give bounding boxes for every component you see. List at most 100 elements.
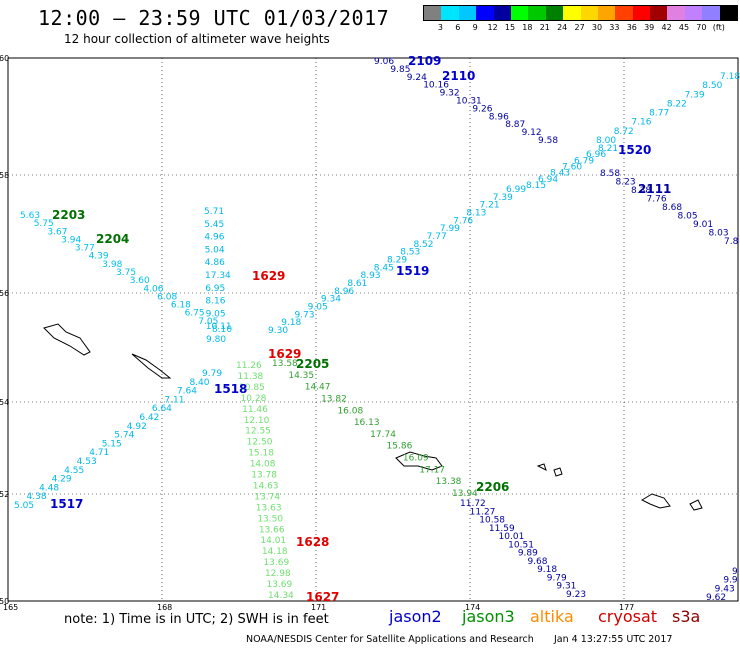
wave-value-2109: 9.24 <box>407 73 427 83</box>
legend-swatch <box>545 6 564 20</box>
wave-value-mid: 13.74 <box>254 492 280 502</box>
legend-swatch <box>493 6 511 20</box>
legend-cryosat: cryosat <box>598 607 658 626</box>
wave-value-2205: 13.94 <box>452 489 478 499</box>
wave-value-2203: 6.18 <box>171 301 191 311</box>
wave-value-1518: 4.71 <box>89 448 109 458</box>
wave-value-2205: 13.58 <box>272 359 298 369</box>
legend-altika: altika <box>530 607 574 626</box>
legend-label: 24 <box>557 23 568 32</box>
track-id-label: 2110 <box>442 69 475 83</box>
wave-value-2111: 7.8 <box>724 237 739 247</box>
wave-value-1629n: 10.11 <box>206 322 232 332</box>
wave-value-2109: 9.32 <box>440 89 460 99</box>
legend-label: 39 <box>644 23 655 32</box>
wave-value-2206: 9.23 <box>566 590 586 600</box>
wave-value-1629n: 4.96 <box>204 233 224 243</box>
legend-swatch <box>424 6 442 20</box>
wave-value-1519: 7.77 <box>427 232 447 242</box>
legend-swatch <box>528 6 546 20</box>
lat-tick-label: 56 <box>0 289 9 298</box>
legend-swatch <box>702 6 720 20</box>
wave-value-2111: 8.23 <box>616 178 636 188</box>
wave-value-2203: 3.60 <box>130 276 150 286</box>
wave-value-2203: 4.39 <box>89 252 109 262</box>
coastline <box>131 353 172 379</box>
wave-value-mid: 12.55 <box>245 427 271 437</box>
track-id-label: 1627 <box>306 590 339 604</box>
lon-tick-label: 165 <box>3 603 18 612</box>
credit-text: NOAA/NESDIS Center for Satellite Applica… <box>246 634 534 645</box>
map-frame <box>7 57 739 602</box>
legend-label: 27 <box>574 23 585 32</box>
track-id-label: 1520 <box>618 143 651 157</box>
legend-label: 70 <box>696 23 707 32</box>
track-id-label: 2206 <box>476 480 509 494</box>
wave-value-1520-mid: 8.43 <box>550 169 570 179</box>
wave-value-1629n: 5.45 <box>204 220 224 230</box>
legend-swatch <box>563 6 581 20</box>
wave-value-1519: 8.13 <box>466 209 486 219</box>
wave-value-1520-mid: 6.79 <box>574 156 594 166</box>
color-legend: 3 6 9 12 15 18 21 24 27 30 33 36 39 42 45 70 (ft) <box>423 5 739 35</box>
wave-value-mid: 15.18 <box>248 449 274 459</box>
legend-swatch <box>667 6 685 20</box>
wave-value-2203: 8.10 <box>212 325 232 335</box>
wave-value-mid: 14.18 <box>262 547 288 557</box>
wave-value-1520-mid: 8.15 <box>526 181 546 191</box>
wave-value-2203: 5.63 <box>20 211 40 221</box>
wave-value-1629n: 8.16 <box>205 297 225 307</box>
generated-time: Jan 4 13:27:55 UTC 2017 <box>554 634 673 645</box>
legend-swatch <box>615 6 633 20</box>
wave-value-1519: 6.99 <box>506 185 526 195</box>
wave-value-mid: 14.34 <box>268 591 294 601</box>
legend-label: 21 <box>539 23 550 32</box>
wave-value-1629n: 5.04 <box>205 245 225 255</box>
wave-value-1520: 8.50 <box>702 81 722 91</box>
wave-value-1520: 7.16 <box>631 118 651 128</box>
wave-value-1519: 8.45 <box>374 263 394 273</box>
wave-value-1518: 5.15 <box>102 439 122 449</box>
wave-value-2205: 16.09 <box>403 454 429 464</box>
wave-value-2203: 3.67 <box>47 227 67 237</box>
wave-value-2206: 9.31 <box>556 582 576 592</box>
wave-value-mid: 11.26 <box>236 361 262 371</box>
wave-value-1518: 6.64 <box>152 404 172 414</box>
legend-label: (ft) <box>712 23 725 32</box>
wave-value-mid: 13.78 <box>251 471 277 481</box>
lon-tick-label: 171 <box>311 603 326 612</box>
wave-value-2109: 8.87 <box>505 120 525 130</box>
wave-value-2203: 7.05 <box>198 317 218 327</box>
lat-tick-label: 52 <box>0 490 9 499</box>
wave-value-2205: 14.35 <box>288 371 314 381</box>
wave-value-1518: 9.79 <box>202 369 222 379</box>
wave-value-2206: 9.89 <box>518 549 538 559</box>
legend-jason2: jason2 <box>389 607 442 626</box>
wave-value-1519: 9.30 <box>268 326 288 336</box>
wave-value-2109: 8.96 <box>489 112 509 122</box>
wave-value-2203: 3.77 <box>75 244 95 254</box>
wave-value-2206: 11.72 <box>460 499 486 509</box>
legend-label: 45 <box>678 23 690 32</box>
wave-value-1518: 5.05 <box>14 501 34 511</box>
wave-value-2109: 9.06 <box>374 57 394 67</box>
wave-value-mid: 13.69 <box>263 558 289 568</box>
wave-value-mid: 14.01 <box>260 536 286 546</box>
track-id-label: 2111 <box>638 182 671 196</box>
track-id-label: 1628 <box>296 535 329 549</box>
wave-value-1519: 9.18 <box>281 318 301 328</box>
wave-value-1520-mid: 7.60 <box>562 163 582 173</box>
wave-value-2111: 7.76 <box>647 195 667 205</box>
wave-value-1519: 9.34 <box>321 295 341 305</box>
legend-label: 42 <box>661 23 672 32</box>
lon-tick-label: 177 <box>619 603 634 612</box>
wave-value-2109: 10.16 <box>423 81 449 91</box>
legend-label: 6 <box>455 23 461 32</box>
wave-value-2111: 8.58 <box>600 169 620 179</box>
footer-note: note: 1) Time is in UTC; 2) SWH is in fe… <box>64 612 329 627</box>
wave-value-1629n: 6.95 <box>205 284 225 294</box>
wave-value-2111: 8.68 <box>662 203 682 213</box>
legend-label: 15 <box>504 23 516 32</box>
wave-value-2109: 10.31 <box>456 97 482 107</box>
